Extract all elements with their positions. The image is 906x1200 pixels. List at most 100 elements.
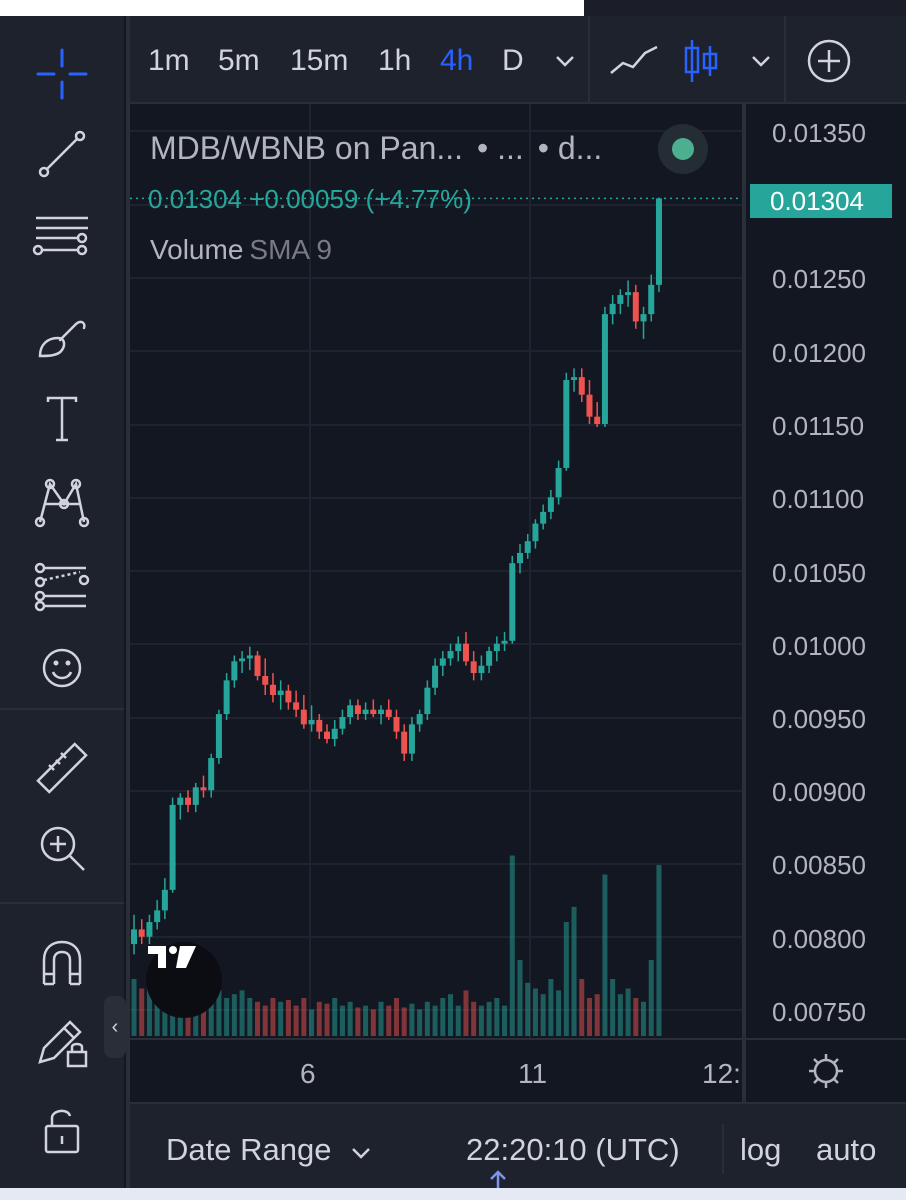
candle-body — [424, 687, 431, 715]
toolbar-border — [126, 16, 130, 1188]
unlock-icon — [44, 1109, 80, 1154]
text-tool[interactable] — [22, 386, 102, 450]
auto-scale-toggle[interactable]: auto — [816, 1132, 877, 1167]
price-tick: 0.00800 — [772, 924, 866, 954]
price-tick: 0.01150 — [772, 411, 865, 441]
line-chart-button[interactable] — [606, 36, 662, 86]
candle-body — [432, 665, 439, 688]
volume-bar — [579, 979, 585, 1036]
volume-bar — [278, 1001, 284, 1036]
fib-tool[interactable] — [22, 204, 102, 268]
volume-bar — [363, 1005, 369, 1036]
pattern-tool[interactable] — [22, 470, 102, 534]
add-indicator-icon — [807, 39, 851, 83]
candle-body — [378, 709, 385, 715]
add-indicator-button[interactable] — [804, 36, 854, 86]
candle-body — [285, 690, 292, 703]
candle-body — [354, 705, 361, 715]
candle-body — [161, 889, 168, 911]
price-tick: 0.00900 — [772, 777, 866, 807]
crosshair-tool[interactable] — [22, 42, 102, 106]
candle-body — [223, 680, 230, 715]
candle-body — [594, 416, 601, 424]
timeframe-d[interactable]: D — [502, 44, 524, 77]
candle-body — [547, 497, 554, 512]
legend-extra: • d... — [537, 130, 603, 166]
volume-bar — [509, 855, 515, 1036]
volume-bar — [602, 874, 608, 1036]
candle-body — [208, 758, 215, 791]
timeframe-4h[interactable]: 4h — [440, 44, 474, 77]
chart-pane[interactable]: MDB/WBNB on Pan... • ... • d... 0.01304 +0… — [130, 104, 742, 1038]
candle-body — [586, 394, 593, 417]
candle-body — [277, 690, 284, 696]
candle-body — [146, 922, 153, 937]
utc-clock[interactable]: 22:20:10 (UTC) — [466, 1132, 680, 1167]
price-chart[interactable] — [130, 104, 742, 1038]
candle-body — [138, 929, 145, 937]
log-scale-toggle[interactable]: log — [740, 1132, 782, 1167]
price-tick: 0.01050 — [772, 558, 866, 588]
brush-tool[interactable] — [22, 306, 102, 370]
timeframe-1h[interactable]: 1h — [378, 44, 412, 77]
collapse-toolbar-button[interactable]: ‹ — [104, 996, 126, 1058]
magnet-tool[interactable] — [22, 930, 102, 994]
volume-bar — [270, 998, 276, 1036]
price-tick: 0.00850 — [772, 850, 866, 880]
timeframe-dropdown[interactable] — [540, 36, 590, 86]
chart-type-dropdown[interactable] — [736, 36, 786, 86]
trendline-tool[interactable] — [22, 122, 102, 186]
volume-bar — [548, 979, 554, 1036]
volume-bar — [162, 994, 168, 1036]
candles-icon — [684, 40, 718, 82]
volume-bar — [139, 988, 145, 1036]
time-axis[interactable]: 6 11 12:0 — [130, 1038, 742, 1102]
ruler-tool[interactable] — [22, 736, 102, 800]
time-tick: 6 — [300, 1058, 316, 1089]
volume-bar — [409, 1003, 415, 1036]
candle-body — [524, 541, 531, 553]
volume-bar — [146, 982, 152, 1036]
symbol-legend[interactable]: MDB/WBNB on Pan... • ... • d... — [150, 130, 602, 167]
volume-bar — [224, 998, 230, 1036]
candle-body — [269, 684, 276, 696]
chart-settings-button[interactable] — [742, 1038, 906, 1102]
emoji-icon — [42, 648, 82, 688]
volume-bar — [378, 1001, 384, 1036]
timeframe-5m[interactable]: 5m — [218, 44, 260, 77]
candle-body — [455, 643, 462, 652]
unlock-tool[interactable] — [22, 1098, 102, 1162]
volume-bar — [432, 1005, 438, 1036]
prediction-tool[interactable] — [22, 554, 102, 618]
volume-bar — [478, 1005, 484, 1036]
price-axis[interactable]: 0.01350 0.01250 0.01200 0.01150 0.01100 … — [742, 104, 906, 1038]
volume-bar — [386, 1005, 392, 1036]
chevron-left-icon: ‹ — [111, 1015, 119, 1038]
volume-bar — [471, 1001, 477, 1036]
candle-body — [331, 728, 338, 739]
emoji-tool[interactable] — [22, 636, 102, 700]
price-tick: 0.01100 — [772, 484, 865, 514]
bottom-toolbar: Date Range 22:20:10 (UTC) log auto — [130, 1102, 906, 1188]
candles-chart-button[interactable] — [676, 36, 726, 86]
volume-bar — [393, 998, 399, 1036]
timeframe-1m[interactable]: 1m — [148, 44, 190, 77]
tradingview-logo[interactable] — [146, 942, 222, 1018]
volume-legend[interactable]: Volume SMA 9 — [150, 234, 332, 266]
date-range-button[interactable]: Date Range — [166, 1132, 372, 1168]
lock-drawing-tool[interactable] — [22, 1010, 102, 1074]
volume-bar — [656, 865, 662, 1036]
live-indicator-icon — [672, 138, 694, 160]
volume-bar — [625, 988, 631, 1036]
volume-bar — [309, 1009, 315, 1036]
candle-body — [300, 709, 307, 725]
volume-bar — [316, 1001, 322, 1036]
toolbar-divider — [0, 708, 124, 710]
line-chart-icon — [610, 45, 658, 74]
zoom-tool[interactable] — [22, 816, 102, 880]
timeframe-15m[interactable]: 15m — [290, 44, 349, 77]
volume-bar — [571, 906, 577, 1036]
volume-bar — [494, 998, 500, 1036]
volume-bar — [486, 1001, 492, 1036]
candle-body — [617, 295, 624, 304]
